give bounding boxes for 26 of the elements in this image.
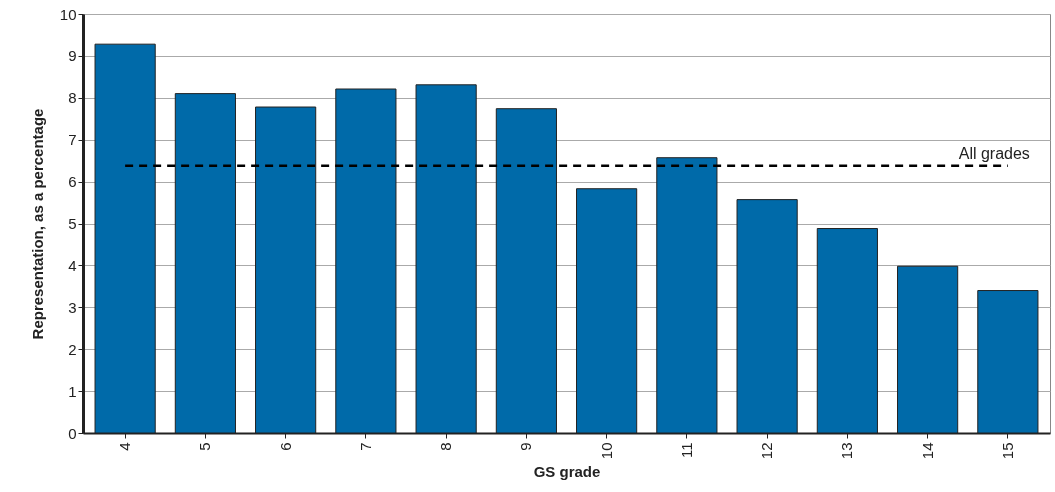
y-tick-label: 10 (59, 5, 77, 23)
x-tick-label: 8 (437, 442, 455, 451)
y-tick-label: 8 (68, 89, 77, 107)
x-axis-title: GS grade (533, 463, 601, 481)
x-tick-label: 15 (998, 442, 1016, 460)
x-tick-label: 10 (597, 442, 615, 460)
x-tick-label: 11 (677, 442, 695, 459)
x-tick-label: 14 (918, 442, 936, 460)
y-axis-title: Representation, as a percentage (28, 108, 46, 340)
y-tick-label: 9 (68, 47, 77, 65)
y-tick-label: 2 (68, 340, 77, 358)
x-tick-label: 13 (838, 442, 856, 460)
y-tick-label: 6 (68, 173, 77, 191)
x-tick-label: 6 (276, 442, 294, 451)
y-tick-label: 7 (68, 131, 77, 149)
y-tick-label: 0 (68, 424, 77, 442)
y-tick-label: 4 (68, 256, 77, 274)
x-tick-label: 12 (758, 442, 776, 460)
y-tick-label: 3 (68, 298, 77, 316)
x-tick-label: 9 (517, 442, 535, 451)
ref-line-label: All grades (958, 144, 1030, 162)
x-tick-label: 4 (116, 442, 134, 451)
x-tick-label: 5 (196, 442, 214, 451)
y-tick-label: 5 (68, 215, 77, 232)
x-tick-label: 7 (356, 442, 374, 451)
y-tick-label: 1 (68, 382, 77, 400)
